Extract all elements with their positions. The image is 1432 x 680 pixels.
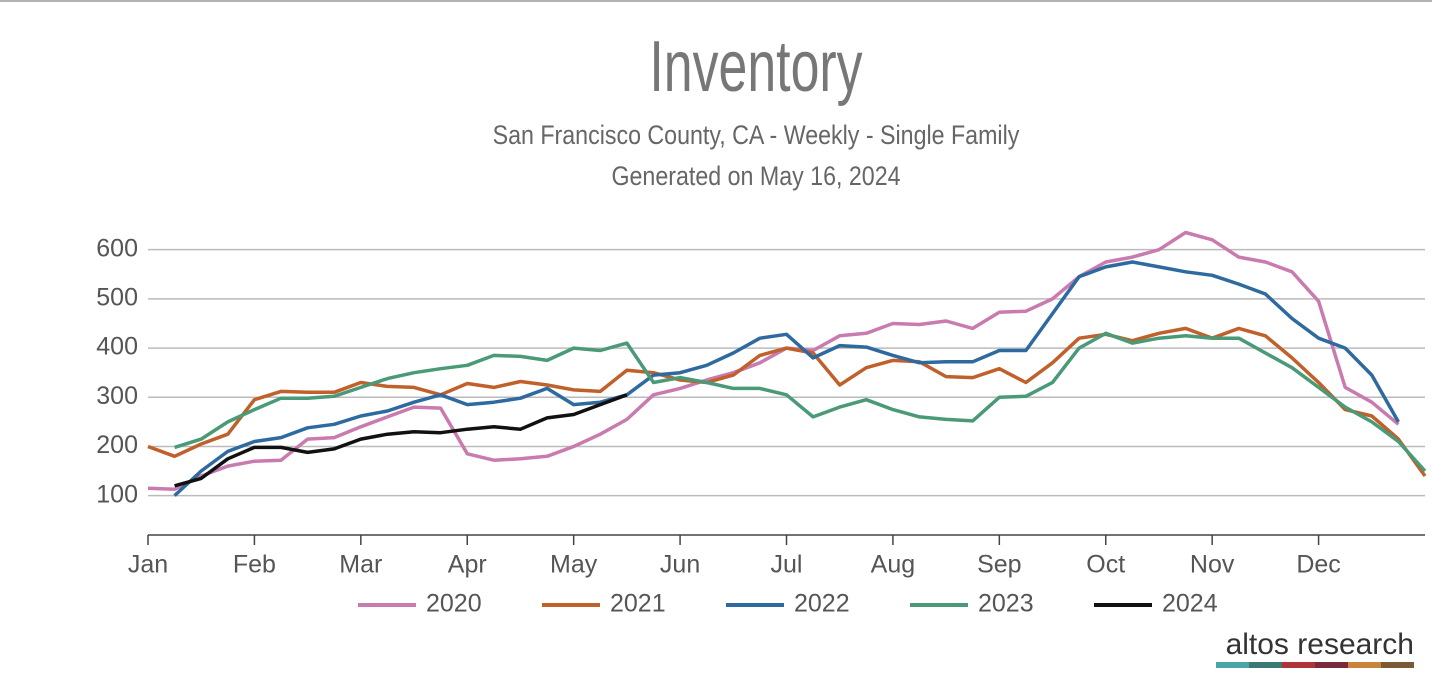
legend-label: 2024 — [1162, 590, 1218, 618]
logo-stripe — [1315, 662, 1348, 668]
series-line — [147, 326, 1427, 478]
chart-subtitle: San Francisco County, CA - Weekly - Sing… — [493, 121, 1020, 151]
x-tick-label: Apr — [448, 551, 487, 579]
y-tick-label: 400 — [96, 333, 138, 361]
series-line — [174, 393, 628, 488]
x-tick-label: Oct — [1086, 551, 1125, 579]
x-tick-label: Aug — [871, 551, 915, 579]
y-tick-label: 200 — [96, 431, 138, 459]
y-tick-label: 300 — [96, 382, 138, 410]
logo-stripe — [1249, 662, 1282, 668]
logo: altos research — [1226, 628, 1414, 661]
logo-stripe — [1348, 662, 1381, 668]
x-tick-label: Jun — [660, 551, 700, 579]
y-tick-label: 100 — [96, 480, 138, 508]
x-tick-label: Sep — [977, 551, 1021, 579]
legend-label: 2023 — [978, 590, 1034, 618]
series-line — [147, 230, 1400, 492]
chart-title: Inventory — [649, 27, 863, 107]
series-line — [173, 260, 1400, 497]
x-tick-label: Nov — [1190, 551, 1235, 579]
legend-label: 2020 — [426, 590, 482, 618]
series-line — [174, 331, 1427, 473]
x-tick-label: Jul — [771, 551, 803, 579]
y-tick-label: 600 — [96, 234, 138, 262]
x-tick-label: Feb — [233, 551, 276, 579]
legend-label: 2021 — [610, 590, 666, 618]
x-tick-label: Mar — [339, 551, 382, 579]
y-tick-label: 500 — [96, 283, 138, 311]
logo-stripe — [1216, 662, 1249, 668]
logo-stripe — [1381, 662, 1414, 668]
generated-date: Generated on May 16, 2024 — [611, 162, 900, 192]
x-tick-label: May — [550, 551, 598, 579]
x-tick-label: Jan — [128, 551, 168, 579]
logo-bar — [1216, 662, 1414, 668]
logo-stripe — [1282, 662, 1315, 668]
x-tick-label: Dec — [1296, 551, 1340, 579]
legend-label: 2022 — [794, 590, 850, 618]
